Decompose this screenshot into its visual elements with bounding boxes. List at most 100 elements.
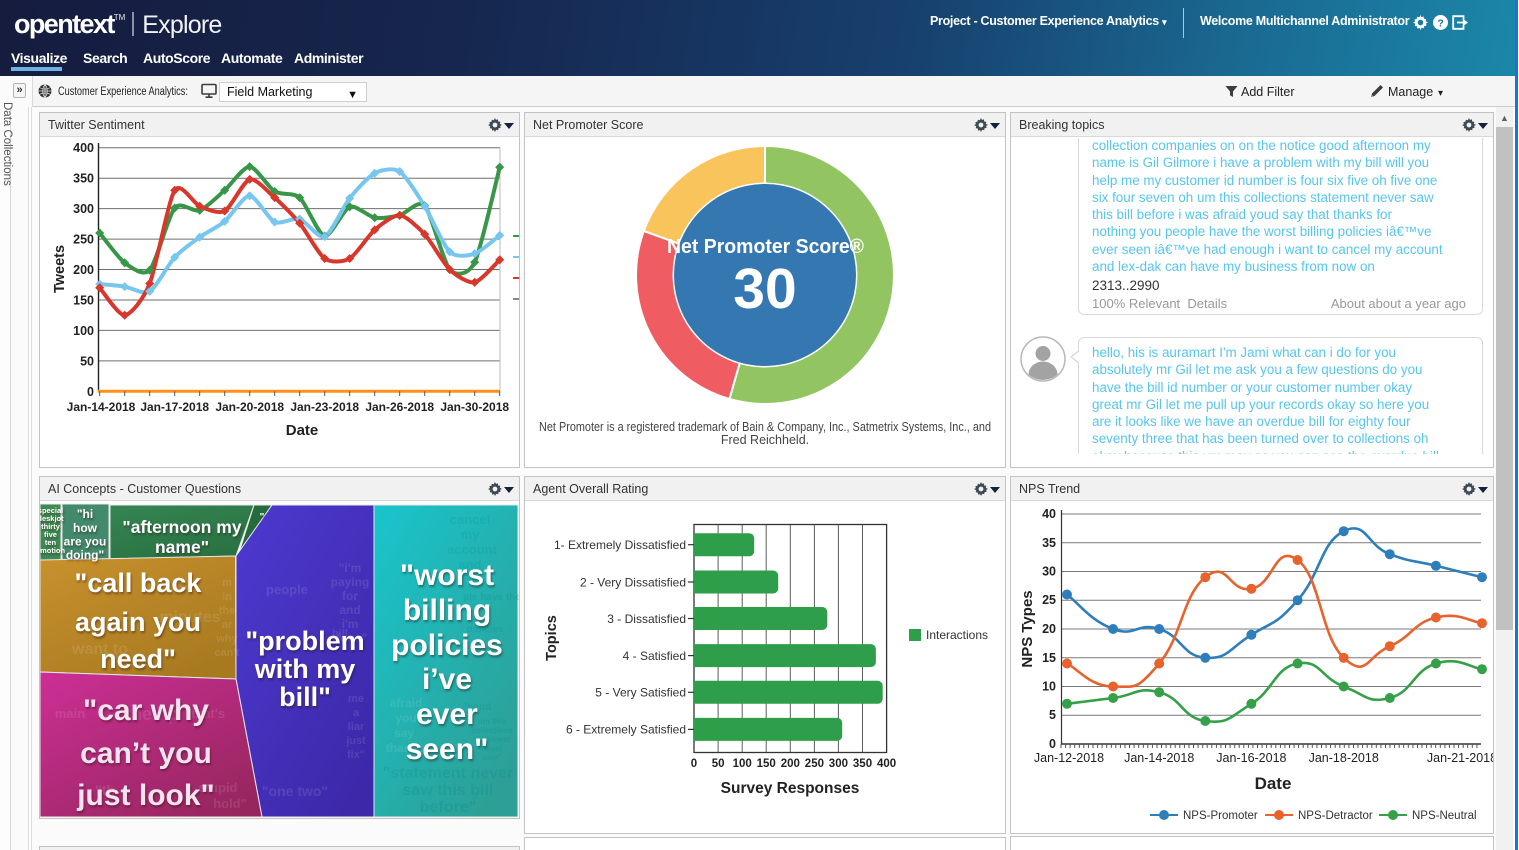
svg-text:1- Extremely Dissatisfied: 1- Extremely Dissatisfied (554, 538, 686, 552)
svg-text:for: for (342, 589, 358, 603)
svg-text:Date: Date (1255, 774, 1292, 793)
svg-text:just look": just look" (76, 779, 215, 812)
svg-text:Interactions: Interactions (926, 628, 988, 642)
svg-text:before": before" (420, 799, 476, 816)
svg-text:400: 400 (73, 141, 94, 155)
svg-text:statement: statement (473, 735, 511, 744)
svg-text:"problem: "problem (245, 626, 364, 656)
svg-text:50: 50 (712, 758, 725, 770)
svg-text:50: 50 (80, 354, 94, 368)
svg-text:6 - Extremely Satisfied: 6 - Extremely Satisfied (566, 723, 686, 737)
svg-text:Jan-18-2018: Jan-18-2018 (1309, 751, 1379, 765)
svg-text:"th: "th (95, 782, 115, 798)
svg-text:Jan-14-2018: Jan-14-2018 (1124, 751, 1194, 765)
svg-text:Date: Date (286, 422, 319, 439)
svg-text:40: 40 (1042, 507, 1056, 521)
svg-text:can’t you: can’t you (80, 737, 212, 770)
svg-text:5 - Very Satisfied: 5 - Very Satisfied (595, 686, 686, 700)
svg-text:100: 100 (733, 758, 752, 770)
svg-text:thirty: thirty (41, 522, 61, 531)
svg-text:ple have the: ple have the (463, 592, 519, 603)
svg-text:account: account (447, 542, 498, 557)
svg-text:ever: ever (416, 698, 478, 731)
svg-text:NPS-Detractor: NPS-Detractor (1298, 810, 1373, 822)
svg-text:saw this bill: saw this bill (403, 782, 494, 799)
svg-text:Tweets: Tweets (52, 245, 68, 293)
svg-text:350: 350 (853, 758, 872, 770)
svg-text:emotion: emotion (40, 546, 65, 555)
svg-text:fix": fix" (347, 749, 365, 761)
svg-text:300: 300 (829, 758, 848, 770)
svg-text:"hi: "hi (77, 507, 93, 521)
svg-text:never: never (481, 744, 502, 753)
svg-text:bill: bill (332, 628, 348, 640)
svg-text:"one two": "one two" (262, 783, 328, 799)
svg-text:m: m (222, 577, 232, 589)
svg-text:um this: um this (478, 717, 507, 726)
svg-text:350: 350 (73, 172, 94, 186)
svg-text:i'm: i'm (342, 617, 359, 631)
svg-text:i’ve: i’ve (422, 663, 472, 696)
svg-text:"i'm: "i'm (339, 561, 362, 575)
svg-text:just: just (345, 735, 366, 747)
svg-text:policies: policies (466, 624, 504, 635)
svg-text:ar: ar (222, 619, 233, 631)
svg-text:seen": seen" (406, 733, 489, 766)
svg-text:stupid: stupid (199, 780, 238, 795)
svg-text:and: and (339, 603, 360, 617)
svg-text:name": name" (155, 537, 209, 557)
svg-text:Survey Responses: Survey Responses (721, 780, 860, 797)
svg-text:again you: again you (75, 607, 201, 637)
svg-text:200: 200 (781, 758, 800, 770)
svg-text:in: in (222, 591, 232, 603)
svg-text:Jan-30-2018: Jan-30-2018 (440, 400, 509, 414)
svg-text:25: 25 (1042, 593, 1056, 607)
svg-text:Jan-17-2018: Jan-17-2018 (140, 400, 209, 414)
svg-text:Topics: Topics (544, 615, 560, 661)
svg-text:the hp: the hp (125, 704, 179, 724)
svg-text:say: say (394, 726, 414, 740)
svg-text:billing: billing (403, 594, 491, 627)
svg-text:want to: want to (71, 641, 128, 658)
svg-text:0: 0 (1049, 737, 1056, 751)
svg-text:100: 100 (73, 324, 94, 338)
svg-text:Jan-21-2018: Jan-21-2018 (1427, 751, 1493, 765)
svg-text:20: 20 (1042, 622, 1056, 636)
svg-text:with my: with my (254, 654, 356, 684)
svg-text:10: 10 (1042, 680, 1056, 694)
svg-text:saw": saw" (483, 753, 502, 762)
svg-text:why: why (215, 633, 238, 645)
svg-text:": " (260, 512, 265, 523)
svg-text:15: 15 (1042, 651, 1056, 665)
svg-text:cancel: cancel (450, 512, 490, 527)
svg-text:ten: ten (45, 538, 57, 547)
svg-text:150: 150 (73, 294, 94, 308)
svg-text:are you: are you (64, 535, 107, 549)
svg-text:doing": doing" (66, 548, 104, 562)
svg-text:300: 300 (73, 202, 94, 216)
svg-text:200: 200 (73, 263, 94, 277)
svg-text:Jan-14-2018: Jan-14-2018 (67, 400, 136, 414)
svg-text:main: main (55, 706, 85, 721)
svg-text:policies: policies (391, 629, 503, 662)
svg-text:"worst: "worst (400, 559, 494, 592)
svg-text:Net Promoter is a registered t: Net Promoter is a registered trademark o… (539, 420, 991, 434)
svg-text:250: 250 (805, 758, 824, 770)
svg-text:can't: can't (214, 647, 240, 659)
svg-text:Jan-20-2018: Jan-20-2018 (215, 400, 284, 414)
svg-text:need": need" (100, 644, 176, 674)
svg-text:Jan-12-2018: Jan-12-2018 (1034, 751, 1104, 765)
svg-text:thanks": thanks" (386, 741, 430, 755)
svg-text:minutes: minutes (159, 609, 220, 626)
svg-text:4 - Satisfied: 4 - Satisfied (623, 649, 686, 663)
svg-text:my: my (461, 527, 481, 542)
svg-text:me: me (348, 693, 364, 705)
svg-text:0: 0 (87, 385, 94, 399)
svg-text:the: the (219, 605, 236, 617)
svg-text:hold": hold" (213, 796, 247, 811)
svg-text:collections: collections (471, 726, 513, 735)
svg-text:Net Promoter Score®: Net Promoter Score® (667, 235, 864, 258)
svg-text:special: special (40, 506, 63, 515)
svg-text:deskjot: deskjot (40, 514, 64, 523)
svg-text:that's: that's (191, 706, 225, 721)
